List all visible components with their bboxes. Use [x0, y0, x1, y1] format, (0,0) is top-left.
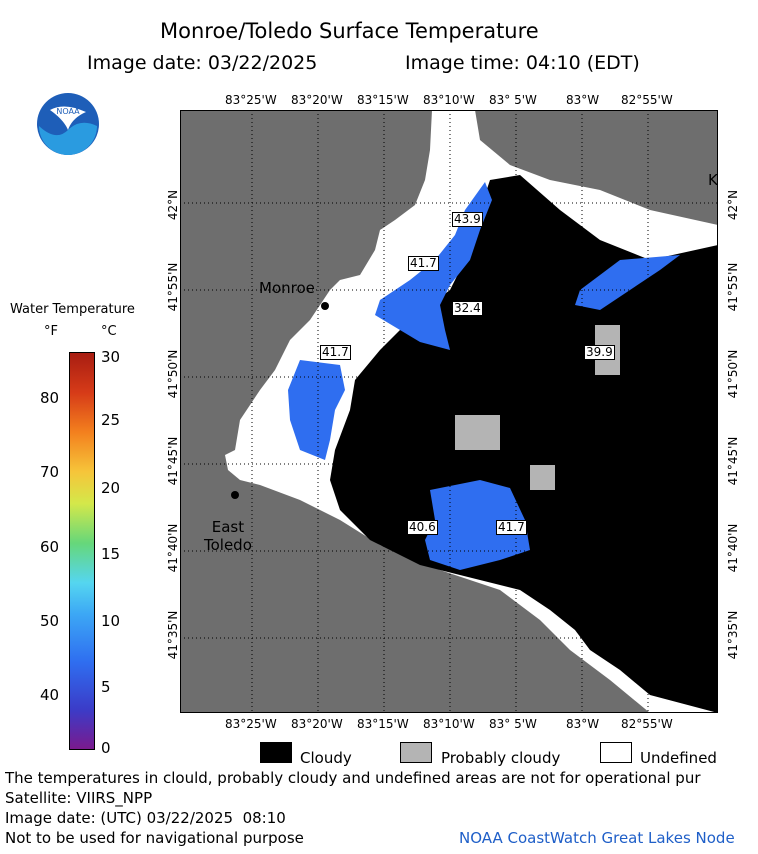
lat-tick-left: 41°40'N [166, 523, 180, 573]
water-area [425, 480, 530, 570]
legend-f-label: 40 [40, 686, 60, 704]
city-label-east-toledo: East Toledo [204, 518, 252, 554]
footer-utc-date: Image date: (UTC) 03/22/2025 08:10 [5, 809, 286, 827]
key-label-cloudy: Cloudy [300, 749, 352, 767]
water-area [575, 255, 680, 310]
key-label-undefined: Undefined [640, 749, 717, 767]
legend-f-label: 50 [40, 612, 60, 630]
lon-tick-top: 83°25'W [225, 93, 277, 107]
lon-tick-top: 83° 5'W [489, 93, 537, 107]
legend-unit-f: °F [44, 324, 58, 339]
legend-c-label: 10 [101, 612, 121, 630]
legend-title: Water Temperature [10, 302, 135, 317]
lon-tick-bottom: 82°55'W [621, 717, 673, 731]
footer-disclaimer: The temperatures in clould, probably clo… [5, 769, 701, 787]
map-title: Monroe/Toledo Surface Temperature [160, 19, 539, 43]
key-swatch-undefined [600, 742, 632, 763]
lat-tick-right: 41°35'N [726, 610, 740, 660]
probably-cloudy-patch [455, 415, 500, 450]
lat-tick-right: 41°55'N [726, 262, 740, 312]
key-swatch-probably-cloudy [400, 742, 432, 763]
footer-nav-warning: Not to be used for navigational purpose [5, 829, 304, 847]
legend-c-label: 30 [101, 348, 121, 366]
probably-cloudy-patch [530, 465, 555, 490]
lat-tick-left: 41°35'N [166, 610, 180, 660]
water-area [288, 360, 345, 460]
legend-c-label: 0 [101, 739, 111, 757]
isotherm-label: 41.7 [320, 345, 351, 360]
legend-f-label: 70 [40, 463, 60, 481]
lon-tick-bottom: 83°25'W [225, 717, 277, 731]
lat-tick-left: 41°50'N [166, 349, 180, 399]
isotherm-label: 39.9 [584, 345, 615, 360]
lat-tick-left: 41°45'N [166, 436, 180, 486]
legend-f-label: 80 [40, 389, 60, 407]
key-label-probably-cloudy: Probably cloudy [441, 749, 561, 767]
lon-tick-top: 83°15'W [357, 93, 409, 107]
color-scale-bar [69, 352, 95, 750]
lat-tick-left: 41°55'N [166, 262, 180, 312]
legend-c-label: 15 [101, 545, 121, 563]
lat-tick-right: 42°N [726, 189, 740, 221]
image-time: Image time: 04:10 (EDT) [405, 52, 640, 74]
noaa-logo: NOAA [37, 93, 99, 155]
legend-c-label: 25 [101, 411, 121, 429]
isotherm-label: 41.7 [408, 256, 439, 271]
lon-tick-top: 83°20'W [291, 93, 343, 107]
lat-tick-right: 41°45'N [726, 436, 740, 486]
lon-tick-bottom: 83°10'W [423, 717, 475, 731]
graticule [180, 110, 718, 713]
footer-satellite: Satellite: VIIRS_NPP [5, 789, 153, 807]
footer-credit: NOAA CoastWatch Great Lakes Node [459, 829, 735, 847]
legend-unit-c: °C [101, 324, 117, 339]
legend-c-label: 20 [101, 479, 121, 497]
isotherm-label: 32.4 [452, 301, 483, 316]
lon-tick-top: 83°W [566, 93, 600, 107]
city-label-monroe: Monroe [259, 279, 315, 297]
lat-tick-left: 42°N [166, 189, 180, 221]
edge-label: K [708, 171, 718, 189]
lon-tick-top: 82°55'W [621, 93, 673, 107]
lat-tick-right: 41°40'N [726, 523, 740, 573]
legend-f-label: 60 [40, 538, 60, 556]
isotherm-label: 41.7 [496, 520, 527, 535]
lon-tick-bottom: 83°15'W [357, 717, 409, 731]
lon-tick-bottom: 83°W [566, 717, 600, 731]
lat-tick-right: 41°50'N [726, 349, 740, 399]
isotherm-label: 40.6 [407, 520, 438, 535]
lon-tick-bottom: 83°20'W [291, 717, 343, 731]
lon-tick-top: 83°10'W [423, 93, 475, 107]
logo-text: NOAA [56, 107, 80, 116]
legend-c-label: 5 [101, 678, 111, 696]
map [180, 110, 718, 713]
monroe-marker [321, 302, 329, 310]
image-date: Image date: 03/22/2025 [87, 52, 318, 74]
key-swatch-cloudy [260, 742, 292, 763]
isotherm-label: 43.9 [452, 212, 483, 227]
east-toledo-marker [231, 491, 239, 499]
lon-tick-bottom: 83° 5'W [489, 717, 537, 731]
